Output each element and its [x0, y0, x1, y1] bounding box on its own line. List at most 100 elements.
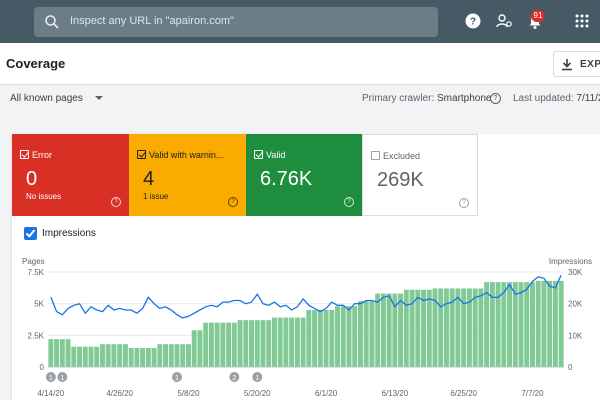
bar	[335, 306, 340, 367]
bar	[214, 322, 220, 367]
bar	[507, 282, 512, 367]
bar	[48, 339, 54, 367]
help-icon[interactable]: ?	[344, 197, 354, 207]
bar	[186, 344, 191, 367]
known-pages-dropdown[interactable]: All known pages	[10, 93, 83, 104]
bar	[237, 320, 243, 367]
bar	[380, 293, 386, 367]
bar	[535, 280, 541, 367]
checkbox-checked-icon[interactable]	[137, 150, 146, 159]
bar	[203, 322, 209, 367]
bar	[128, 348, 134, 367]
bar	[340, 306, 346, 367]
bar	[363, 301, 369, 367]
right-tick-label: 30K	[568, 268, 583, 277]
bar	[266, 320, 272, 367]
bar	[369, 301, 375, 367]
crawler-label: Primary crawler:	[362, 93, 435, 104]
bar	[524, 282, 530, 367]
page-title: Coverage	[6, 56, 66, 71]
tile-sub: No issues	[26, 192, 62, 201]
bar	[65, 339, 71, 367]
tile-label: Valid with warnin...	[149, 150, 224, 160]
bar	[541, 280, 547, 367]
checkbox-unchecked-icon[interactable]	[371, 151, 380, 160]
bar	[249, 320, 254, 367]
x-tick-label: 6/25/20	[450, 389, 477, 398]
tile-value: 0	[26, 168, 38, 190]
annotation-label: 1	[60, 375, 64, 382]
bar	[449, 288, 455, 367]
crawler-help-icon[interactable]: ?	[490, 93, 501, 104]
checkbox-checked-icon[interactable]	[254, 150, 263, 159]
bar	[100, 344, 105, 367]
tile-excluded[interactable]: Excluded 269K ?	[362, 134, 478, 216]
annotation-label: 1	[49, 375, 53, 382]
bar	[403, 289, 409, 367]
annotation-label: 1	[255, 375, 259, 382]
impressions-checkbox[interactable]	[24, 227, 37, 240]
bar	[323, 310, 329, 367]
left-axis-title: Pages	[22, 257, 45, 266]
help-icon[interactable]: ?	[459, 198, 469, 208]
help-icon[interactable]: ?	[228, 197, 238, 207]
x-tick-label: 6/1/20	[315, 389, 338, 398]
right-axis-title: Impressions	[549, 257, 592, 266]
help-icon[interactable]: ?	[464, 12, 482, 30]
bar	[145, 348, 151, 367]
bar	[415, 289, 421, 367]
help-icon[interactable]: ?	[111, 197, 121, 207]
bar	[283, 317, 289, 367]
bar	[254, 320, 260, 367]
bar	[294, 317, 300, 367]
bar	[346, 306, 352, 367]
inspect-url-search[interactable]: Inspect any URL in "apairon.com"	[34, 7, 438, 37]
checkbox-checked-icon[interactable]	[20, 150, 29, 159]
tile-value: 4	[143, 168, 155, 190]
bar	[180, 344, 186, 367]
top-app-bar: Inspect any URL in "apairon.com" ? 91	[0, 0, 600, 43]
last-updated: Last updated: 7/11/2	[513, 93, 600, 104]
crawler-value: Smartphone	[437, 93, 492, 104]
x-tick-label: 5/8/20	[177, 389, 200, 398]
bar	[461, 288, 467, 367]
chevron-down-icon[interactable]	[95, 96, 103, 100]
bar	[329, 310, 335, 367]
impressions-line	[50, 274, 562, 319]
bar	[59, 339, 65, 367]
bar	[558, 280, 564, 367]
page-header: Coverage EXPO	[0, 43, 600, 85]
bar	[163, 344, 168, 367]
bar	[191, 330, 197, 367]
impressions-label: Impressions	[42, 228, 96, 239]
svg-text:?: ?	[470, 17, 476, 28]
export-label: EXPO	[580, 59, 600, 70]
bar	[512, 282, 518, 367]
annotation-marker	[229, 372, 240, 382]
tile-sub: 1 issue	[143, 192, 169, 201]
bar	[226, 322, 232, 367]
bar	[438, 288, 444, 367]
tile-error[interactable]: Error 0 No issues ?	[12, 134, 129, 216]
annotation-marker	[57, 372, 68, 382]
apps-grid-icon[interactable]	[573, 12, 591, 30]
tile-valid-with-warnings[interactable]: Valid with warnin... 4 1 issue ?	[129, 134, 246, 216]
bar	[208, 322, 214, 367]
search-icon	[45, 15, 59, 29]
notification-count-badge: 91	[531, 10, 545, 22]
bar	[375, 293, 381, 367]
bar	[489, 282, 495, 367]
filter-bar: All known pages Primary crawler: Smartph…	[0, 86, 600, 116]
manage-users-icon[interactable]	[495, 12, 513, 30]
tile-label: Valid	[266, 150, 286, 160]
right-tick-label: 20K	[568, 300, 583, 309]
tile-valid[interactable]: Valid 6.76K ?	[246, 134, 362, 216]
bar	[122, 344, 128, 367]
export-button[interactable]: EXPO	[553, 51, 600, 77]
bar	[289, 317, 295, 367]
bar	[444, 288, 449, 367]
tile-value: 6.76K	[260, 168, 313, 190]
tile-label: Excluded	[383, 151, 421, 161]
x-tick-label: 4/26/20	[106, 389, 133, 398]
bar	[88, 346, 94, 367]
